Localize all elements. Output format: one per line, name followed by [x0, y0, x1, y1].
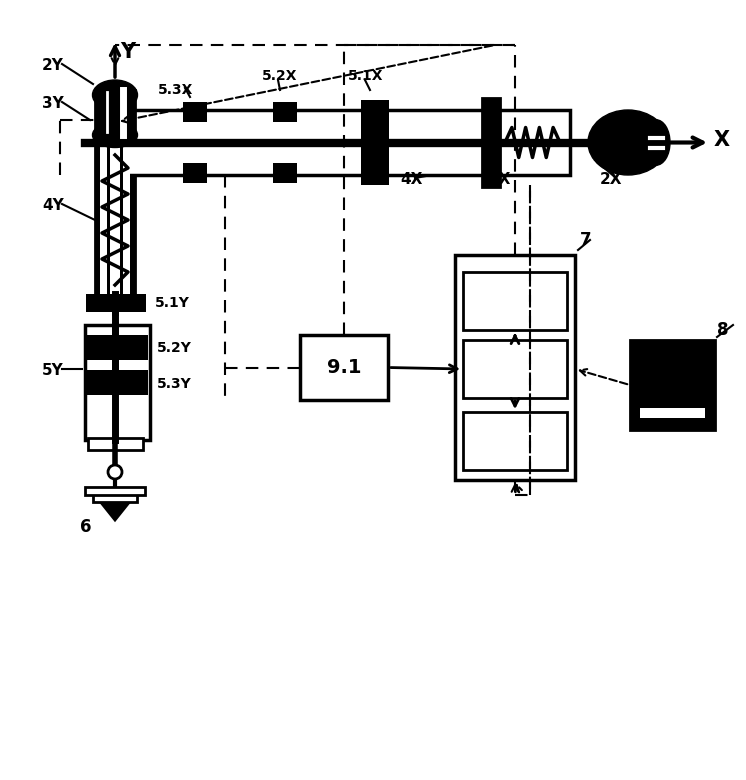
Text: 3X: 3X — [488, 172, 510, 187]
Polygon shape — [95, 495, 135, 520]
Circle shape — [108, 465, 122, 479]
Bar — [87, 370, 148, 395]
Bar — [183, 102, 207, 122]
Bar — [93, 490, 137, 502]
Bar — [463, 340, 567, 398]
Bar — [273, 163, 297, 183]
Bar — [95, 90, 135, 135]
Text: 5Y: 5Y — [42, 363, 63, 378]
Text: 4X: 4X — [400, 172, 422, 187]
Bar — [87, 335, 148, 360]
Bar — [95, 140, 100, 300]
Text: 1X: 1X — [501, 431, 530, 451]
Bar — [630, 340, 715, 430]
Bar — [640, 408, 705, 418]
Text: 5.2X: 5.2X — [262, 69, 298, 83]
Bar — [130, 140, 135, 300]
Bar — [463, 272, 567, 330]
Text: 2X: 2X — [600, 172, 622, 187]
Bar — [110, 110, 490, 175]
Bar — [107, 140, 110, 300]
Bar — [88, 438, 143, 450]
Bar — [482, 98, 500, 187]
Text: 5.2Y: 5.2Y — [157, 341, 192, 355]
Bar — [361, 100, 389, 185]
Ellipse shape — [588, 110, 668, 175]
Ellipse shape — [93, 80, 137, 110]
Text: 5.1Y: 5.1Y — [155, 296, 190, 310]
Bar — [86, 294, 146, 312]
Bar — [273, 102, 297, 122]
Text: 4Y: 4Y — [42, 198, 63, 213]
Text: 8: 8 — [717, 321, 729, 339]
Text: Y: Y — [120, 42, 135, 62]
Bar — [455, 255, 575, 480]
Text: 7.1: 7.1 — [498, 360, 532, 378]
Text: 2Y: 2Y — [42, 58, 64, 73]
Bar — [120, 140, 123, 300]
Ellipse shape — [93, 122, 137, 147]
Text: 5.3Y: 5.3Y — [157, 377, 192, 391]
Text: 7: 7 — [580, 231, 592, 249]
Text: 3Y: 3Y — [42, 96, 63, 111]
Bar — [495, 110, 570, 175]
Text: X: X — [714, 129, 730, 150]
Text: 1Y: 1Y — [501, 292, 529, 310]
Bar — [183, 163, 207, 183]
Bar — [463, 412, 567, 470]
Bar — [100, 140, 130, 300]
Bar — [85, 487, 145, 495]
Text: 6: 6 — [80, 518, 92, 536]
Text: 5.1X: 5.1X — [348, 69, 383, 83]
Ellipse shape — [642, 120, 670, 165]
Bar — [85, 325, 150, 440]
Text: 5.3X: 5.3X — [158, 83, 193, 97]
Text: 9.1: 9.1 — [327, 358, 361, 377]
Bar — [300, 335, 388, 400]
